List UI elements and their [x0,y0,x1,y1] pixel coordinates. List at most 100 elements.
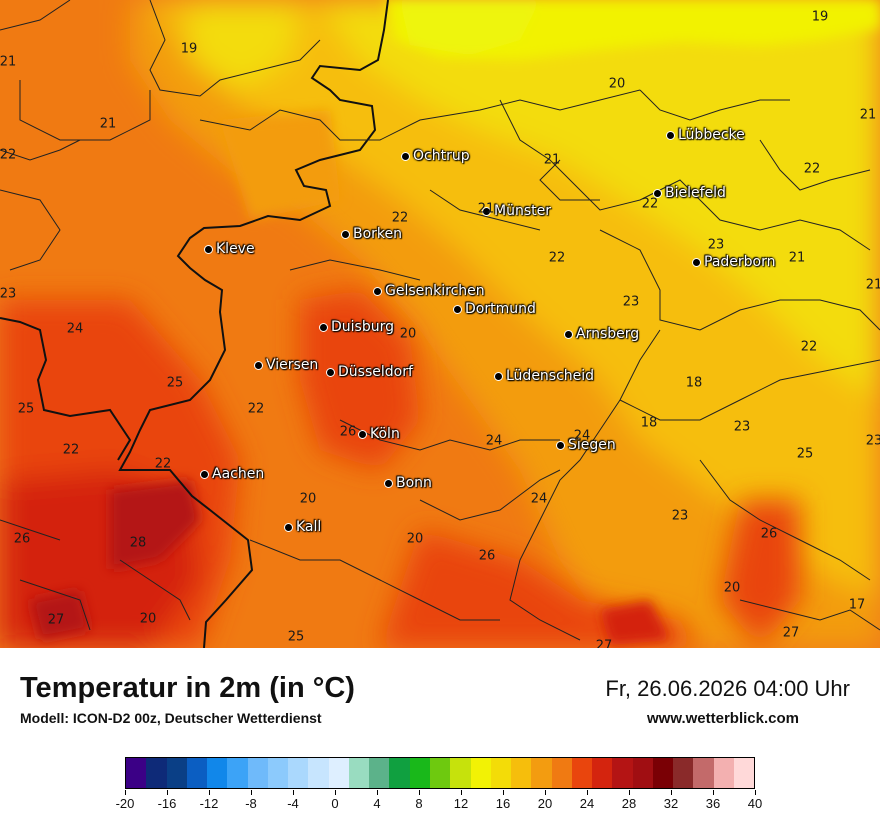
color-scale-segment [632,758,653,788]
color-scale-segment [450,758,471,788]
temperature-value: 22 [247,401,265,417]
scale-tick [293,790,294,795]
city-marker: Ochtrup [401,148,470,164]
city-marker: Viersen [254,357,318,373]
scale-tick-label: -4 [287,796,299,811]
city-name: Bonn [396,475,432,491]
temperature-value: 23 [707,237,725,253]
temperature-map[interactable]: Ochtrup Lübbecke Bielefeld Münster Borken Kle… [0,0,880,648]
temperature-value: 23 [622,294,640,310]
city-marker: Kleve [204,241,255,257]
city-marker: Borken [341,226,402,242]
color-scale-segment [288,758,309,788]
temperature-value: 22 [548,250,566,266]
color-scale-segment [673,758,694,788]
temperature-value: 20 [399,326,417,342]
temperature-value: 22 [641,196,659,212]
city-name: Viersen [266,357,319,373]
city-marker: Münster [482,203,551,219]
color-scale-segment [693,758,714,788]
scale-tick [209,790,210,795]
city-dot [453,304,462,314]
city-dot [384,478,393,488]
city-marker: Paderborn [692,254,775,270]
city-name: Gelsenkirchen [385,283,485,299]
temperature-value: 22 [800,339,818,355]
scale-tick [545,790,546,795]
scale-tick-label: 32 [663,796,679,811]
scale-tick-label: -8 [245,796,257,811]
city-marker: Köln [358,426,400,442]
scale-tick-label: 36 [705,796,721,811]
scale-tick [461,790,462,795]
temperature-value: 21 [788,250,806,266]
color-scale-segment [126,758,147,788]
city-dot [653,188,662,198]
color-scale-segment [166,758,187,788]
temperature-value: 20 [406,531,424,547]
scale-tick [587,790,588,795]
city-dot [666,130,675,140]
temperature-value: 26 [478,548,496,564]
temperature-value: 24 [66,321,84,337]
color-scale-segment [267,758,289,788]
temperature-value: 20 [139,611,157,627]
city-marker: Siegen [556,437,616,453]
scale-tick-label: 28 [621,796,637,811]
scale-tick-label: 16 [495,796,511,811]
scale-tick [335,790,336,795]
city-marker: Arnsberg [564,326,639,342]
temperature-value: 27 [782,625,800,641]
scale-tick-label: -12 [199,796,219,811]
color-scale-segment [511,758,532,788]
city-dot [326,367,335,377]
city-dot [692,257,701,267]
temperature-field [0,0,880,648]
city-name: Köln [370,426,400,442]
color-scale-segment [652,758,674,788]
city-dot [373,286,382,296]
website-link[interactable]: www.wetterblick.com [647,710,799,727]
temperature-value: 24 [485,433,503,449]
temperature-value: 22 [62,442,80,458]
city-marker: Aachen [200,466,264,482]
temperature-value: 27 [47,612,65,628]
scale-tick [419,790,420,795]
color-scale-segment [308,758,329,788]
temperature-value: 25 [287,629,305,645]
temperature-value: 21 [543,152,561,168]
city-dot [284,522,293,532]
temperature-value: 24 [530,491,548,507]
city-marker: Bielefeld [653,185,726,201]
city-name: Lüdenscheid [506,368,595,384]
color-scale-segment [429,758,451,788]
temperature-value: 17 [848,597,866,613]
city-name: Ochtrup [413,148,470,164]
city-name: Bielefeld [665,185,726,201]
temperature-value: 27 [595,638,613,649]
temperature-value: 25 [796,446,814,462]
city-marker: Kall [284,519,321,535]
scale-tick [251,790,252,795]
map-title: Temperatur in 2m (in °C) [20,672,355,704]
temperature-value: 18 [640,415,658,431]
color-scale-segment [348,758,370,788]
temperature-value: 21 [0,54,17,70]
color-scale-segment [733,758,755,788]
scale-tick [755,790,756,795]
scale-tick [629,790,630,795]
scale-tick-label: -16 [157,796,177,811]
city-marker: Lüdenscheid [494,368,594,384]
city-marker: Düsseldorf [326,364,413,380]
color-scale-segment [612,758,633,788]
color-scale-segment [409,758,430,788]
temperature-value: 19 [180,41,198,57]
city-name: Kleve [216,241,255,257]
temperature-value: 22 [154,456,172,472]
temperature-value: 28 [129,535,147,551]
city-dot [358,429,367,439]
color-scale-segment [207,758,228,788]
temperature-value: 22 [391,210,409,226]
city-dot [556,440,565,450]
temperature-color-scale [125,757,755,789]
